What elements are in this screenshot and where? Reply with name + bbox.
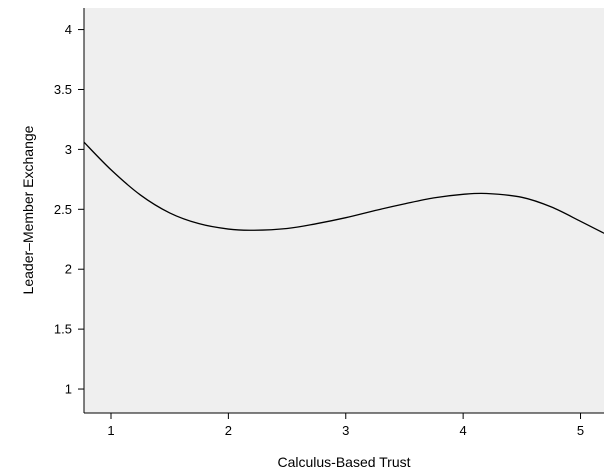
series-line xyxy=(83,141,604,234)
x-axis-title: Calculus-Based Trust xyxy=(277,454,410,470)
x-tick-label: 2 xyxy=(225,423,232,438)
y-tick-label: 2.5 xyxy=(54,202,72,217)
x-tick-label: 5 xyxy=(577,423,584,438)
y-tick-label: 1.5 xyxy=(54,322,72,337)
x-ticks: 1 2 3 4 5 xyxy=(107,413,584,438)
x-tick-label: 3 xyxy=(342,423,349,438)
y-tick-label: 2 xyxy=(65,262,72,277)
y-tick-label: 1 xyxy=(65,382,72,397)
y-tick-label: 4 xyxy=(65,22,72,37)
y-tick-label: 3.5 xyxy=(54,82,72,97)
y-tick-label: 3 xyxy=(65,142,72,157)
x-tick-label: 1 xyxy=(107,423,114,438)
y-axis-title: Leader–Member Exchange xyxy=(20,125,36,294)
plot-background xyxy=(84,8,604,413)
y-ticks: 1 1.5 2 2.5 3 3.5 4 xyxy=(54,22,84,397)
x-tick-label: 4 xyxy=(460,423,467,438)
